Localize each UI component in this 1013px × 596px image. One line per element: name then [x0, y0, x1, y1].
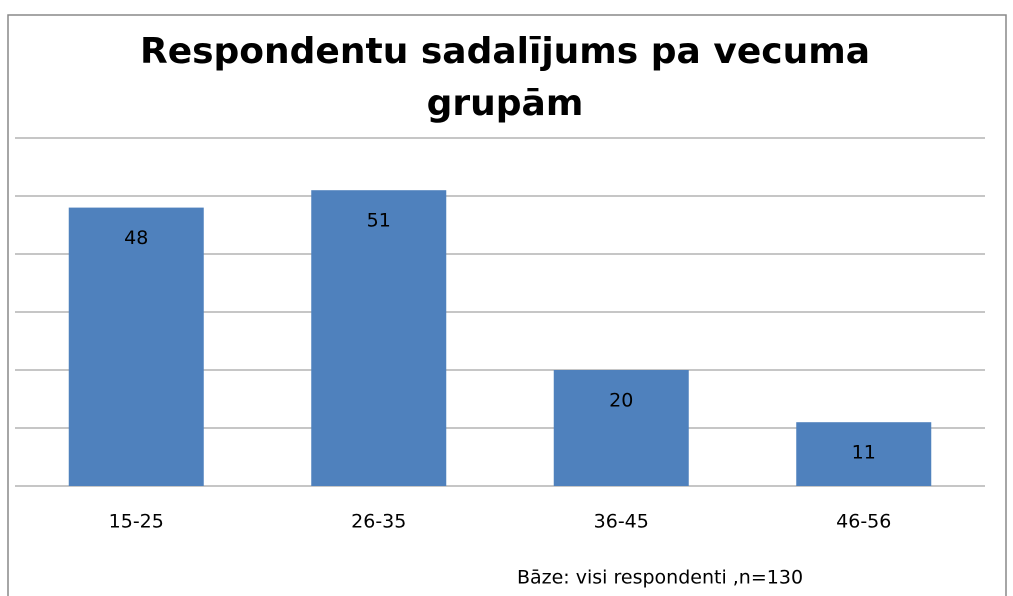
x-tick-label: 46-56 — [836, 511, 891, 533]
x-tick-label: 36-45 — [594, 511, 649, 533]
bar — [796, 422, 932, 486]
data-label: 20 — [609, 390, 633, 412]
bar — [553, 370, 689, 486]
x-tick-label: 26-35 — [351, 511, 406, 533]
bar — [68, 207, 204, 486]
data-label: 11 — [852, 442, 876, 464]
annotation: Bāze: visi respondenti ,n=130 — [517, 567, 803, 589]
data-label: 51 — [367, 210, 391, 232]
chart-title: Respondentu sadalījums pa vecuma grupām — [139, 31, 871, 124]
chart-frame — [7, 14, 1007, 596]
data-label: 48 — [124, 227, 148, 249]
bar — [311, 190, 447, 486]
x-tick-label: 15-25 — [109, 511, 164, 533]
